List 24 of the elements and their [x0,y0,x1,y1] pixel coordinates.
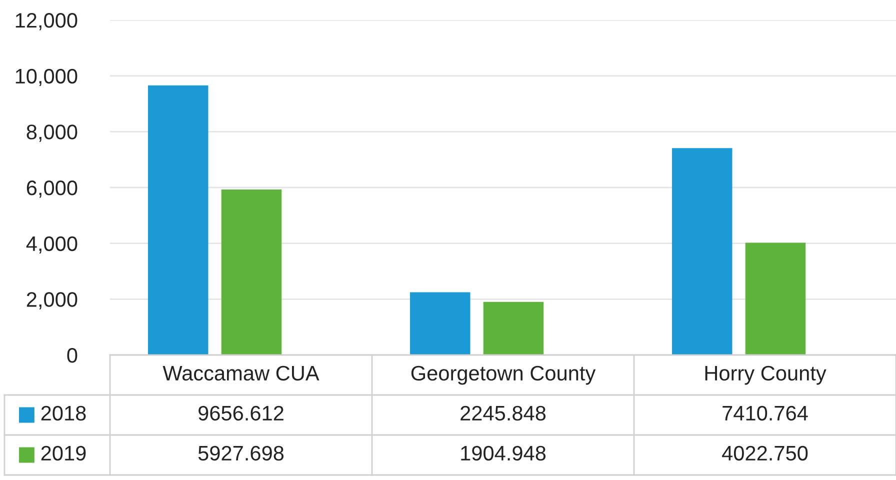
x-tick-label: Horry County [705,366,826,385]
y-tick-label: 6,000 [26,180,78,198]
bar [672,148,732,355]
bar [410,292,470,355]
data-label: 7410.764 [722,406,808,421]
x-tick-label: Georgetown County [411,366,596,385]
y-tick-label: 10,000 [16,68,78,86]
bar [483,302,544,355]
y-tick-label: 0 [67,348,78,363]
y-tick-label: 12,000 [16,13,78,30]
y-tick-label: 2,000 [26,292,78,310]
bar [148,85,208,355]
data-label: 1904.948 [461,446,546,461]
data-label: 5927.698 [198,446,284,461]
y-tick-label: 8,000 [26,124,78,142]
bar [745,242,806,355]
y-tick-label: 4,000 [26,236,78,254]
x-tick-label: Waccamaw CUA [162,366,320,381]
legend-label: 2018 [41,406,86,421]
legend-label: 2019 [41,446,86,461]
data-label: 4022.750 [722,446,808,461]
data-label: 2245.848 [460,406,546,421]
bar [221,190,282,355]
data-label: 9656.612 [198,406,284,421]
